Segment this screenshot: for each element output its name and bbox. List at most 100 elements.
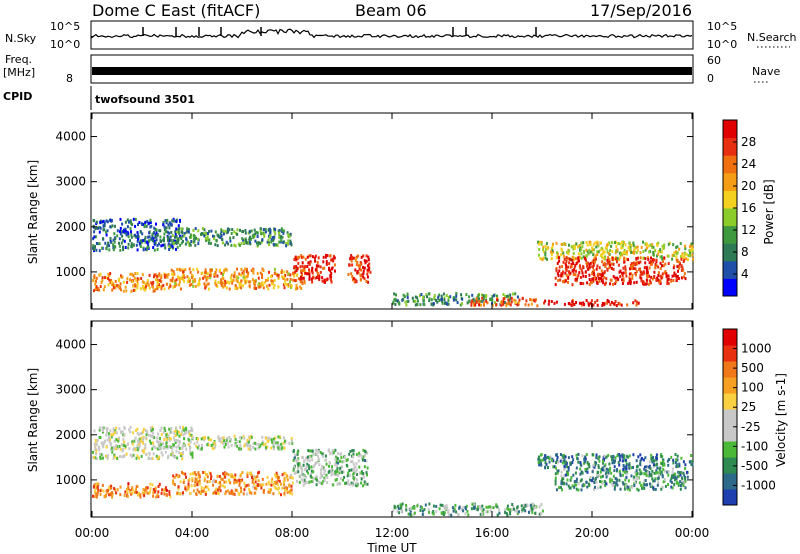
velocity-echo-cell <box>185 428 188 432</box>
power-echo-cell <box>259 271 262 275</box>
power-echo-cell <box>267 287 270 291</box>
velocity-echo-cell <box>454 503 457 507</box>
velocity-echo-cell <box>652 455 655 459</box>
power-echo-cell <box>283 282 286 286</box>
power-echo-cell <box>591 248 594 252</box>
power-echo-cell <box>661 244 664 248</box>
velocity-echo-cell <box>331 452 334 456</box>
power-echo-cell <box>501 300 503 304</box>
power-echo-cell <box>589 301 592 305</box>
power-echo-cell <box>154 235 157 239</box>
velocity-echo-cell <box>575 487 578 491</box>
velocity-echo-cell <box>640 471 643 475</box>
power-echo-cell <box>159 239 162 243</box>
power-echo-cell <box>325 262 328 266</box>
power-echo-cell <box>334 269 336 273</box>
velocity-echo-cell <box>95 442 98 446</box>
velocity-echo-cell <box>112 456 115 460</box>
power-echo-cell <box>180 227 183 231</box>
power-echo-cell <box>287 233 290 237</box>
velocity-echo-cell <box>149 482 152 486</box>
power-echo-cell <box>659 274 662 278</box>
velocity-echo-cell <box>160 451 163 455</box>
velocity-echo-cell <box>129 453 132 457</box>
velocity-echo-cell <box>252 446 255 449</box>
power-echo-cell <box>665 271 668 275</box>
velocity-echo-cell <box>574 471 577 475</box>
power-echo-cell <box>663 256 666 260</box>
velocity-echo-cell <box>303 481 306 485</box>
power-echo-cell <box>259 227 262 231</box>
power-echo-cell <box>277 285 280 289</box>
velocity-echo-cell <box>202 471 205 474</box>
velocity-echo-cell <box>108 487 111 491</box>
velocity-echo-cell <box>199 490 202 494</box>
power-echo-cell <box>402 297 405 301</box>
power-echo-cell <box>368 262 371 266</box>
power-echo-cell <box>683 254 686 258</box>
power-echo-cell <box>657 241 660 245</box>
power-echo-cell <box>603 257 606 261</box>
velocity-echo-cell <box>366 473 368 477</box>
power-echo-cell <box>580 252 583 256</box>
power-echo-cell <box>357 254 360 258</box>
power-echo-cell <box>491 304 494 308</box>
velocity-echo-cell <box>138 456 140 460</box>
power-echo-cell <box>186 229 189 233</box>
power-echo-cell <box>649 262 652 266</box>
power-echo-cell <box>300 287 303 290</box>
power-echo-cell <box>257 282 260 286</box>
power-echo-cell <box>262 286 265 290</box>
power-echo-cell <box>363 266 366 270</box>
power-echo-cell <box>691 253 694 257</box>
velocity-echo-cell <box>516 512 519 516</box>
power-echo-cell <box>674 273 677 277</box>
velocity-echo-cell <box>363 480 366 484</box>
power-echo-cell <box>136 286 139 290</box>
colorbar-segment <box>723 361 737 378</box>
velocity-echo-cell <box>579 472 582 476</box>
power-echo-cell <box>461 302 463 306</box>
velocity-echo-cell <box>345 463 348 467</box>
power-echo-cell <box>294 267 297 271</box>
power-echo-cell <box>98 249 101 253</box>
power-echo-cell <box>102 237 104 241</box>
velocity-echo-cell <box>598 459 601 463</box>
power-echo-cell <box>270 240 273 244</box>
power-echo-cell <box>610 241 613 245</box>
power-echo-cell <box>271 236 274 240</box>
velocity-echo-cell <box>624 470 627 474</box>
power-echo-cell <box>683 251 686 255</box>
power-echo-cell <box>354 268 357 272</box>
power-echo-cell <box>627 281 630 285</box>
power-echo-cell <box>491 299 494 303</box>
velocity-echo-cell <box>189 472 192 476</box>
velocity-echo-cell <box>337 461 339 465</box>
power-echo-cell <box>207 232 209 235</box>
power-echo-cell <box>127 232 130 236</box>
power-echo-cell <box>230 232 233 235</box>
power-echo-cell <box>551 249 554 253</box>
power-echo-cell <box>538 242 541 246</box>
power-echo-cell <box>133 276 136 280</box>
velocity-echo-cell <box>226 437 229 441</box>
velocity-echo-cell <box>366 466 369 470</box>
velocity-echo-cell <box>225 439 228 443</box>
power-echo-cell <box>300 254 303 258</box>
power-echo-cell <box>296 256 299 260</box>
power-echo-cell <box>256 243 259 247</box>
velocity-echo-cell <box>220 477 223 481</box>
power-echo-cell <box>583 303 585 307</box>
power-echo-cell <box>326 277 329 281</box>
velocity-echo-cell <box>442 513 445 516</box>
velocity-echo-cell <box>142 437 145 441</box>
velocity-echo-cell <box>656 483 659 487</box>
velocity-echo-cell <box>684 477 687 481</box>
ytick-label: 2000 <box>55 220 86 234</box>
velocity-echo-cell <box>564 455 567 459</box>
velocity-echo-cell <box>170 427 173 430</box>
power-echo-cell <box>254 280 257 284</box>
power-echo-cell <box>245 241 248 245</box>
power-echo-cell <box>351 256 353 259</box>
power-echo-cell <box>648 282 651 286</box>
